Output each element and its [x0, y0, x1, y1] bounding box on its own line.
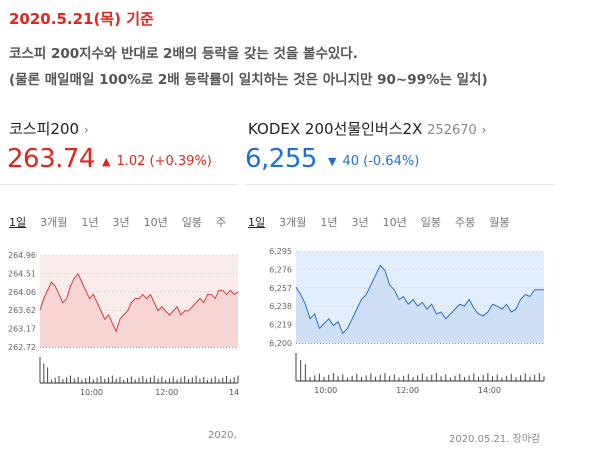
- right-price-line: [295, 264, 544, 335]
- left-y-tick-label: 263.17: [8, 325, 36, 334]
- right-y-tick-label: 6,276: [269, 265, 292, 274]
- tab-right-6[interactable]: 주봉: [455, 216, 476, 229]
- right-x-tick-label: 10:00: [314, 386, 337, 395]
- right-y-tick-label: 6,295: [269, 247, 292, 256]
- right-y-tick-label: 6,257: [269, 284, 292, 293]
- tab-left-2[interactable]: 1년: [81, 216, 99, 229]
- left-y-tick-label: 264.96: [8, 251, 36, 260]
- tab-left-1[interactable]: 3개월: [40, 216, 68, 229]
- left-y-tick-label: 264.51: [8, 269, 36, 278]
- left-period-tabs: 1일 3개월 1년 3년 10년 일봉 주: [9, 214, 240, 230]
- tab-right-3[interactable]: 3년: [351, 216, 369, 229]
- left-y-tick-label: 264.06: [8, 288, 36, 297]
- left-price: 263.74: [7, 144, 95, 174]
- left-y-tick-label: 262.72: [8, 343, 36, 352]
- left-y-tick-label: 263.62: [8, 306, 36, 315]
- left-divider: [0, 184, 238, 185]
- left-footer-date: 2020,: [208, 430, 237, 441]
- left-x-tick-label: 10:00: [80, 388, 103, 397]
- right-y-tick-label: 6,200: [269, 339, 292, 348]
- chevron-right-icon[interactable]: ›: [83, 123, 89, 137]
- right-stock-title[interactable]: KODEX 200선물인버스2X 252670 ›: [248, 118, 486, 139]
- down-arrow-icon: ▼: [328, 155, 337, 168]
- left-x-tick-label: 14: [229, 388, 239, 397]
- right-stock-name[interactable]: KODEX 200선물인버스2X: [248, 120, 423, 138]
- tab-right-1[interactable]: 3개월: [279, 216, 307, 229]
- left-change-value: 1.02 (+0.39%): [116, 154, 212, 169]
- right-y-tick-label: 6,238: [269, 302, 292, 311]
- right-footer-date: 2020.05.21. 장마감: [449, 434, 541, 445]
- header-line-2: (물론 매일매일 100%로 2배 등락률이 일치하는 것은 아니지만 90~9…: [9, 72, 488, 88]
- tab-right-0[interactable]: 1일: [248, 216, 266, 229]
- chevron-right-icon[interactable]: ›: [481, 123, 487, 137]
- right-divider: [245, 184, 555, 185]
- right-x-tick-label: 14:00: [478, 386, 501, 395]
- tab-left-4[interactable]: 10년: [143, 216, 168, 229]
- tab-right-5[interactable]: 일봉: [420, 216, 441, 229]
- tab-left-3[interactable]: 3년: [112, 216, 130, 229]
- right-change: ▼ 40 (-0.64%): [328, 154, 419, 169]
- left-x-tick-label: 12:00: [155, 388, 178, 397]
- tab-right-4[interactable]: 10년: [382, 216, 407, 229]
- left-price-area: [40, 273, 238, 347]
- right-period-tabs: 1일 3개월 1년 3년 10년 일봉 주봉 월봉: [248, 214, 524, 230]
- tab-left-0[interactable]: 1일: [9, 216, 27, 229]
- up-arrow-icon: ▲: [102, 155, 111, 168]
- left-stock-title[interactable]: 코스피200 ›: [9, 118, 89, 139]
- left-intraday-chart[interactable]: 264.96 264.51 264.06 263.62 263.17 262.72 10:0…: [0, 245, 240, 410]
- left-change: ▲ 1.02 (+0.39%): [102, 154, 212, 169]
- right-intraday-chart[interactable]: 6,295 6,276 6,257 6,238 6,219 6,200 10:00 12:00…: [258, 243, 558, 408]
- right-stock-code: 252670: [427, 123, 477, 138]
- right-price-area: [296, 265, 544, 343]
- tab-right-7[interactable]: 월봉: [489, 216, 510, 229]
- right-price: 6,255: [245, 144, 317, 174]
- tab-left-6[interactable]: 주: [216, 216, 227, 229]
- tab-left-5[interactable]: 일봉: [181, 216, 202, 229]
- tab-right-2[interactable]: 1년: [320, 216, 338, 229]
- right-change-value: 40 (-0.64%): [342, 154, 420, 169]
- left-price-line: [39, 273, 239, 333]
- header-date: 2020.5.21(목) 기준: [9, 10, 154, 28]
- left-stock-name[interactable]: 코스피200: [9, 120, 80, 138]
- right-y-tick-label: 6,219: [269, 321, 292, 330]
- right-x-tick-label: 12:00: [396, 386, 419, 395]
- header-line-1: 코스피 200지수와 반대로 2배의 등락을 갖는 것을 볼수있다.: [9, 46, 358, 62]
